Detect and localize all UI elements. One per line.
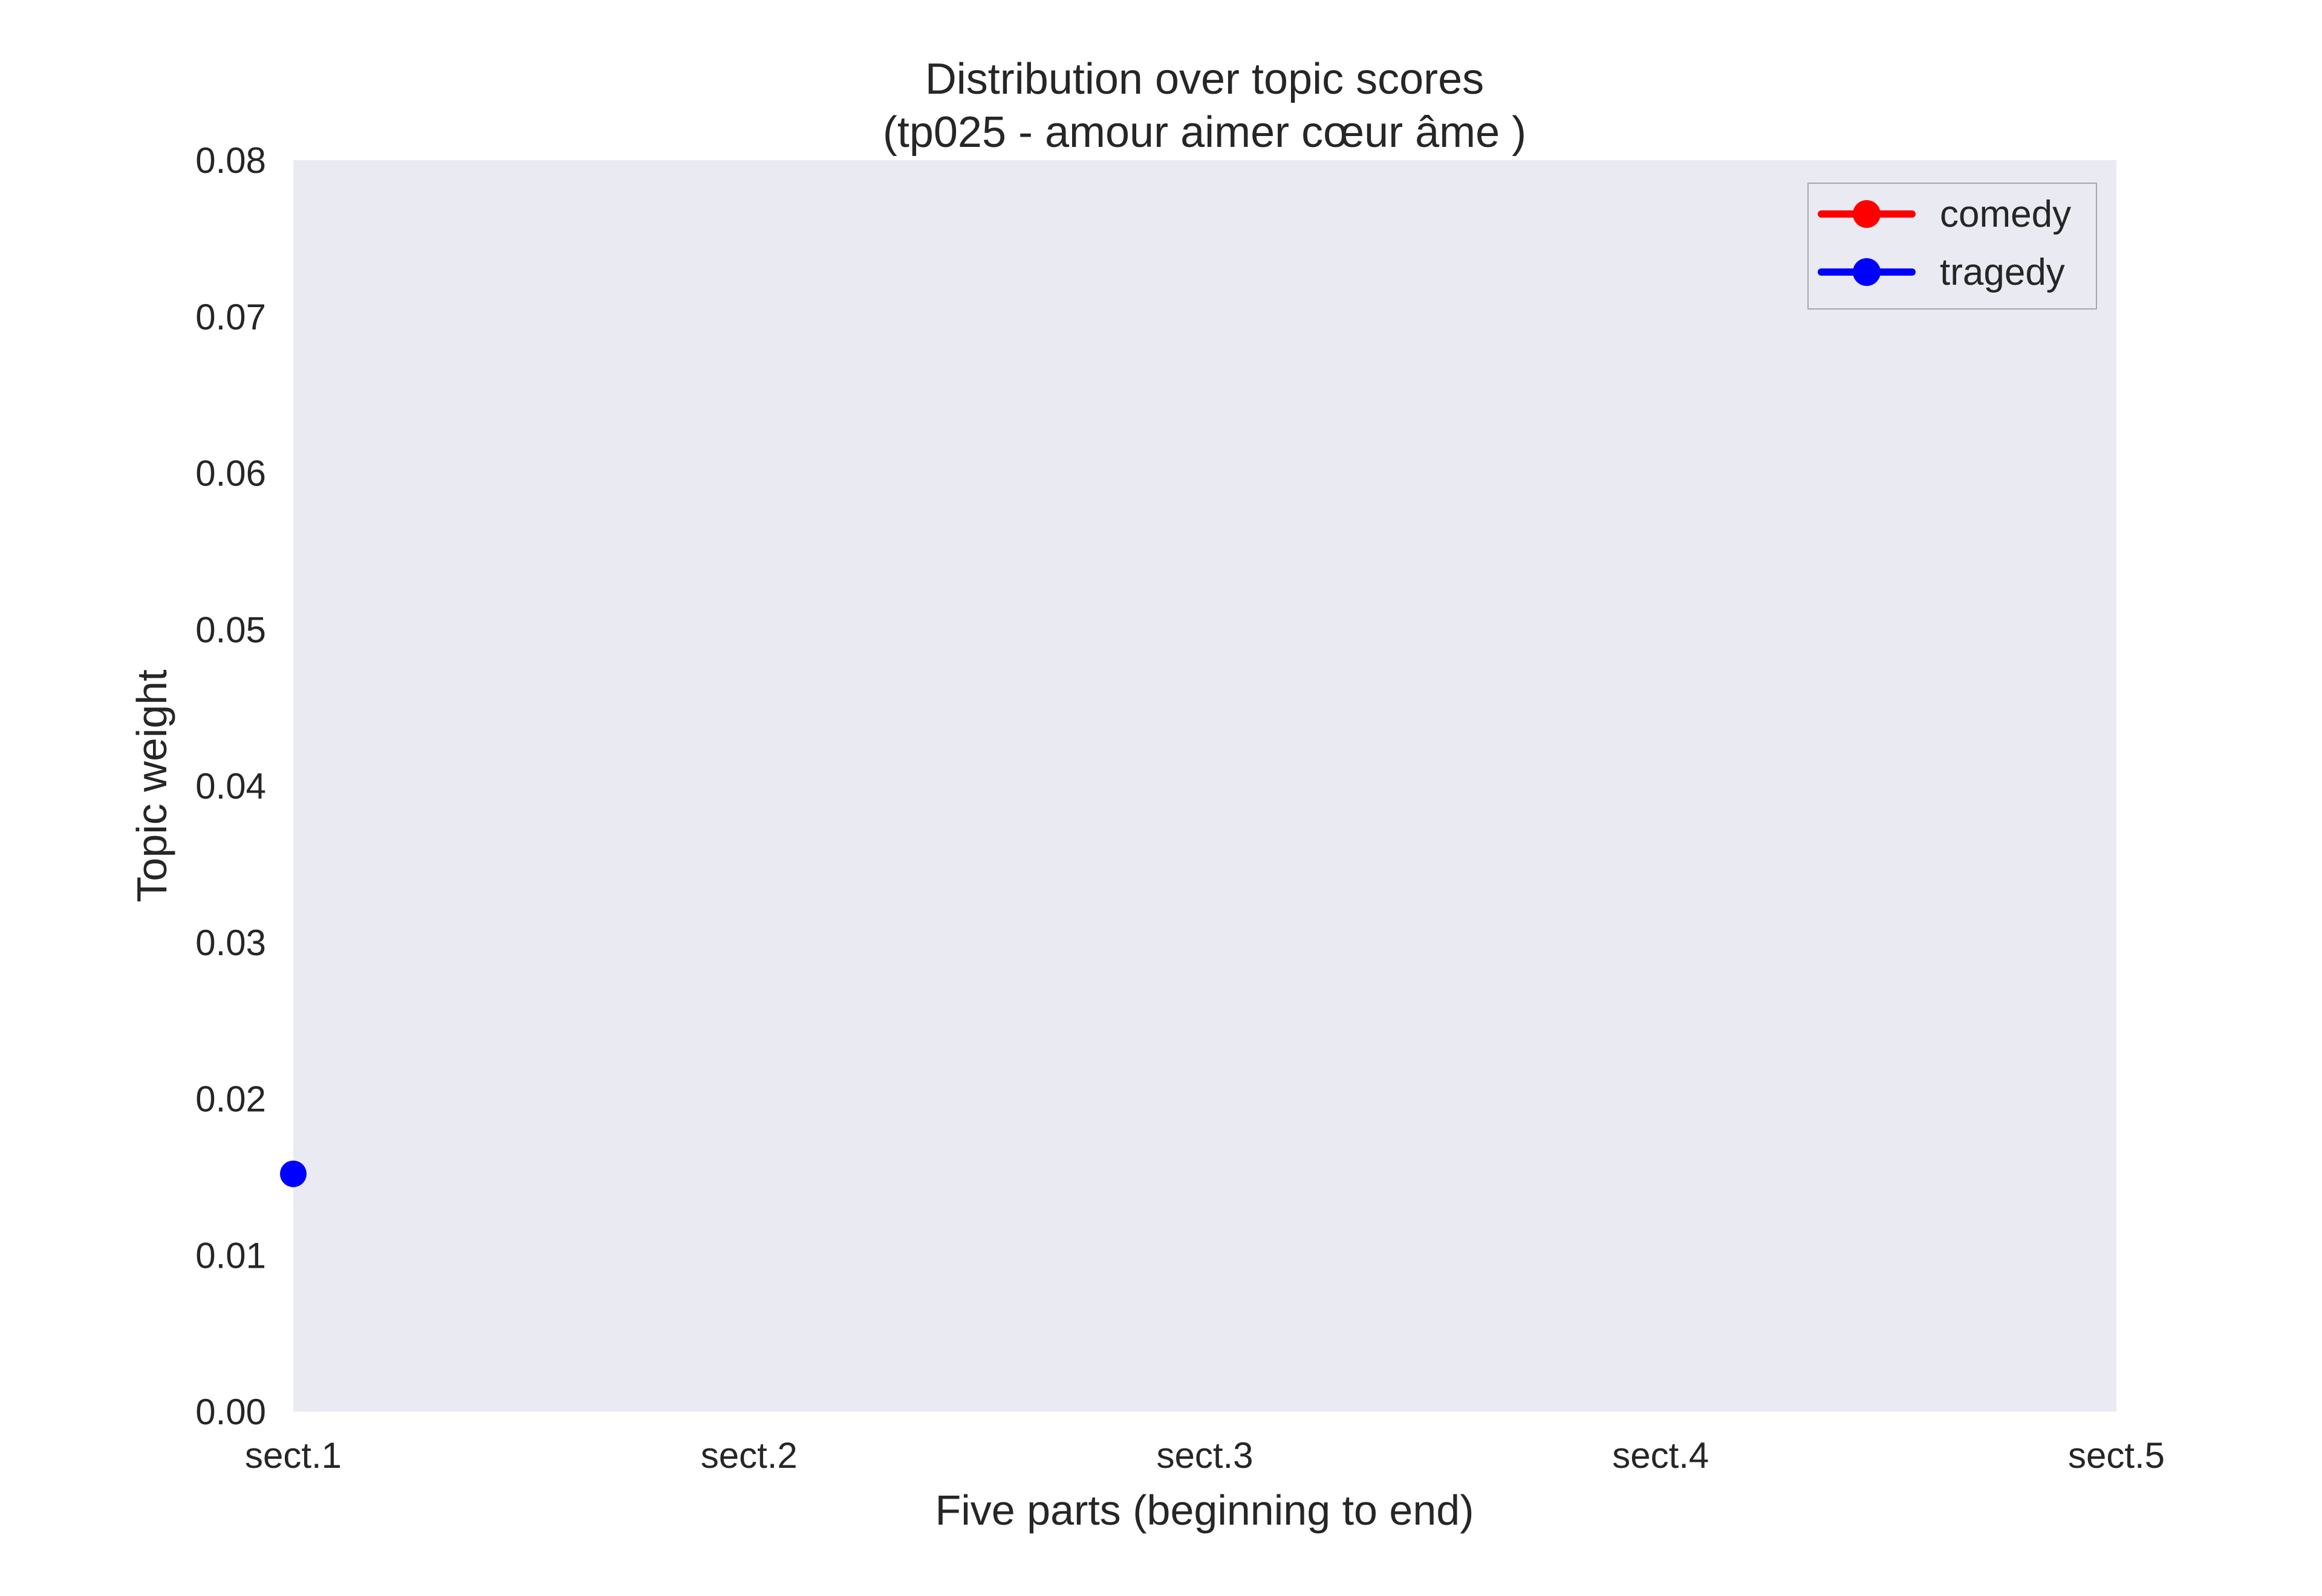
y-tick-label: 0.05 [195, 609, 266, 650]
legend: comedy tragedy [1807, 183, 2097, 310]
legend-box [1807, 183, 2097, 310]
x-tick-label: sect.4 [1612, 1435, 1709, 1476]
y-tick-label: 0.04 [195, 766, 266, 806]
x-tick-label: sect.2 [701, 1435, 798, 1476]
x-tick-label: sect.1 [245, 1435, 342, 1476]
chart-title-line2: (tp025 - amour aimer cœur âme ) [883, 108, 1526, 157]
y-tick-label: 0.03 [195, 923, 266, 963]
tragedy-data-point [280, 1160, 307, 1187]
y-tick-label: 0.00 [195, 1392, 266, 1432]
x-tick-label: sect.5 [2068, 1435, 2165, 1476]
x-tick-label: sect.3 [1156, 1435, 1253, 1476]
x-axis-ticks: sect.1 sect.2 sect.3 sect.4 sect.5 [245, 1435, 2165, 1476]
legend-tragedy-label: tragedy [1940, 251, 2065, 293]
y-axis-label: Topic weight [128, 669, 175, 902]
y-tick-label: 0.06 [195, 453, 266, 494]
y-axis-ticks: 0.00 0.01 0.02 0.03 0.04 0.05 0.06 0.07 0.08 [195, 140, 266, 1432]
y-tick-label: 0.01 [195, 1235, 266, 1276]
chart-title-line1: Distribution over topic scores [925, 55, 1484, 103]
x-axis-label: Five parts (beginning to end) [935, 1487, 1474, 1534]
y-tick-label: 0.07 [195, 297, 266, 337]
legend-comedy-label: comedy [1940, 193, 2071, 235]
legend-tragedy-marker [1853, 258, 1881, 286]
y-tick-label: 0.02 [195, 1079, 266, 1120]
legend-comedy-marker [1853, 200, 1881, 228]
series-layer [280, 1160, 307, 1187]
y-tick-label: 0.08 [195, 140, 266, 181]
plot-area [293, 160, 2116, 1412]
